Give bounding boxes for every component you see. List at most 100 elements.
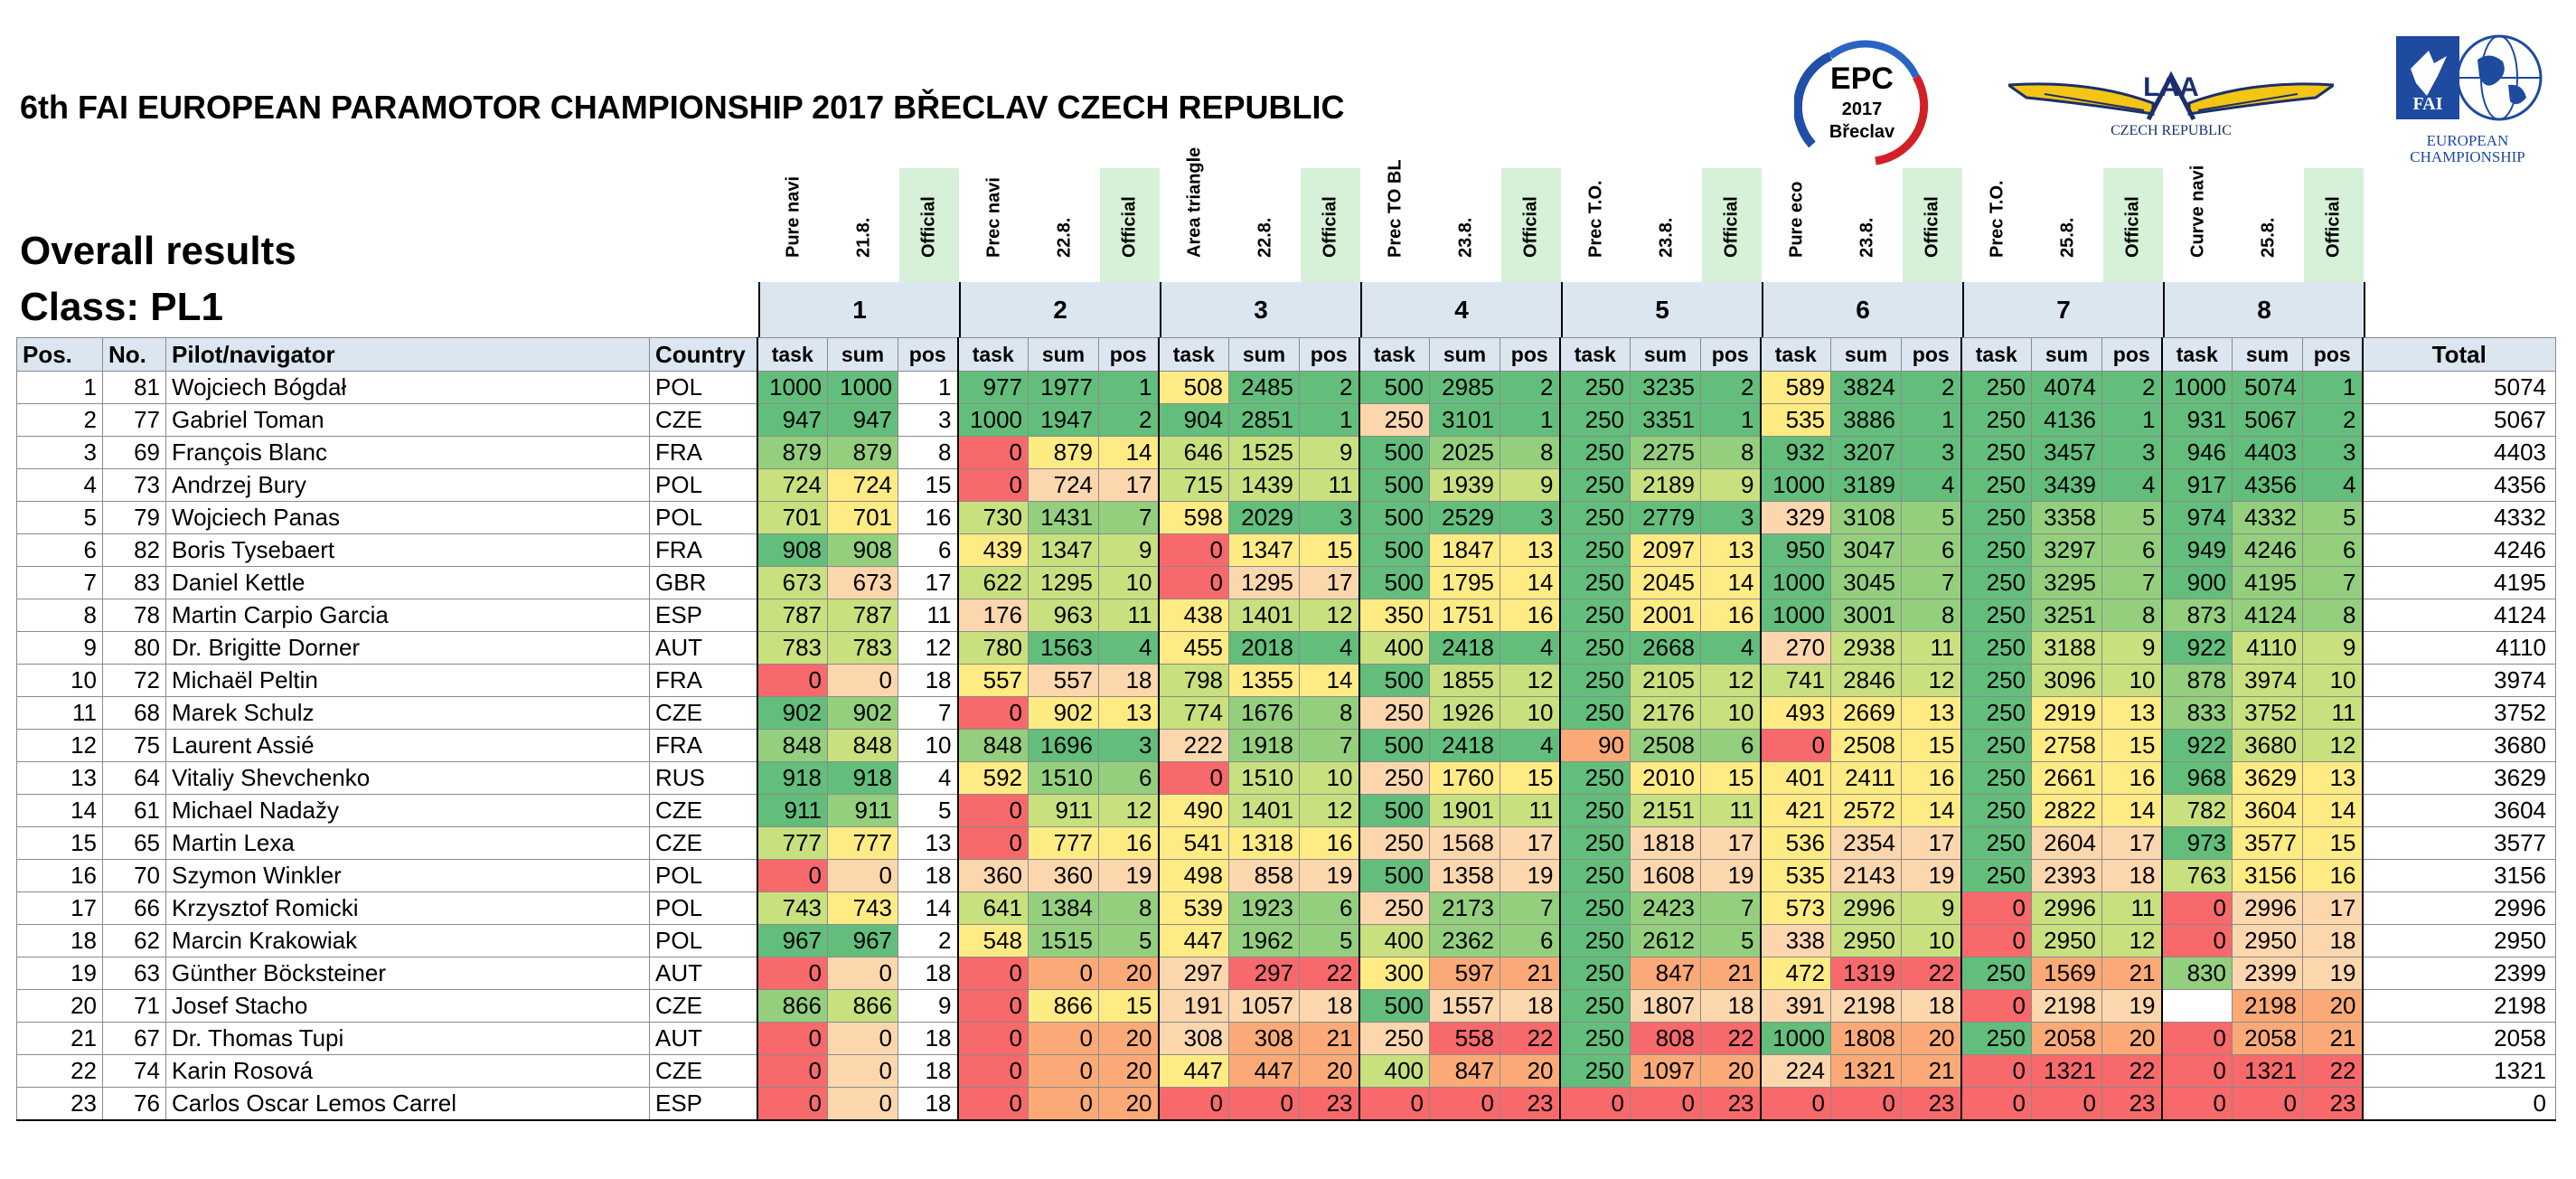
task-5-score-cell: 250 [1558,696,1631,730]
task-7-sum-cell: 4136 [2031,403,2102,437]
total-cell: 3629 [2361,761,2556,795]
task-4-score-cell: 500 [1358,533,1430,567]
task-1-score-cell: 848 [756,729,828,762]
country-cell: POL [649,501,757,534]
task-4-pos-cell: 19 [1500,859,1560,892]
task-1-name: Pure navi [758,168,829,282]
task-1-pos-cell: 10 [898,729,958,762]
pos-cell: 22 [16,1054,103,1088]
task-6-sum-cell: 2143 [1830,859,1902,892]
task-3-sum-cell: 1347 [1228,533,1300,567]
task-3-task-header: task [1157,337,1229,372]
task-2-score-cell: 0 [956,794,1029,827]
table-row: 1 81 Wojciech Bógdał POL 1000 1000 1 977 1977 1 50… [16,371,2556,404]
task-2-score-cell: 0 [956,1022,1029,1055]
task-5-pos-cell: 1 [1700,403,1761,437]
task-8-pos-cell: 1 [2302,371,2363,404]
task-6-sum-cell: 2950 [1830,924,1902,957]
task-8-score-cell: 1000 [2160,371,2233,404]
task-3-sum-cell: 1923 [1228,891,1300,925]
task-8-pos-cell: 15 [2302,826,2363,860]
task-4-pos-cell: 2 [1500,371,1560,404]
task-6-score-cell: 224 [1759,1054,1831,1088]
task-5-sum-cell: 2151 [1630,794,1701,827]
task-3-score-cell: 490 [1157,794,1229,827]
task-3-score-cell: 308 [1157,1022,1229,1055]
task-1-score-cell: 918 [756,761,828,795]
task-8-sum-cell: 4356 [2232,468,2303,502]
task-8-sum-cell: 1321 [2232,1054,2303,1088]
task-3-score-cell: 191 [1157,989,1229,1023]
task-7-pos-cell: 8 [2101,599,2162,632]
task-6-pos-cell: 15 [1901,729,1961,762]
task-4-score-cell: 250 [1358,696,1430,730]
table-row: 23 76 Carlos Oscar Lemos Carrel ESP 0 0 18 0 0 20… [16,1087,2556,1121]
col-no-header: No. [102,337,166,372]
task-1-sum-cell: 0 [827,957,898,990]
task-2-score-cell: 730 [956,501,1029,534]
task-6-sum-cell: 2572 [1830,794,1902,827]
task-2-pos-cell: 9 [1098,533,1159,567]
total-cell: 2399 [2361,957,2556,990]
task-1-status-label: Official [918,196,939,258]
total-cell: 2996 [2361,891,2556,925]
task-6-sum-cell: 3189 [1830,468,1902,502]
task-1-score-cell: 911 [756,794,828,827]
task-6-name-label: Pure eco [1786,181,1807,258]
task-4-pos-cell: 20 [1500,1054,1560,1088]
task-2-sum-cell: 1295 [1028,566,1099,599]
task-6-date-label: 23.8. [1857,217,1877,258]
fai-logo-letters: FAI [2412,94,2443,114]
task-8-status: Official [2304,168,2364,282]
pilot-cell: Marcin Krakowiak [165,924,650,957]
total-cell: 4195 [2361,566,2556,599]
task-1-pos-cell: 18 [898,1022,958,1055]
pos-cell: 10 [16,664,103,697]
task-8-sum-cell: 3604 [2232,794,2303,827]
task-4-pos-cell: 14 [1500,566,1560,599]
task-5-pos-cell: 4 [1700,631,1761,665]
task-5-pos-cell: 23 [1700,1087,1761,1121]
task-8-score-cell: 900 [2160,566,2233,599]
task-8-score-cell: 833 [2160,696,2233,730]
task-6-score-cell: 1000 [1759,1022,1831,1055]
task-6-sum-cell: 1321 [1830,1054,1902,1088]
task-7-sum-cell: 3439 [2031,468,2102,502]
task-4-sum-cell: 1901 [1429,794,1500,827]
task-3-score-cell: 539 [1157,891,1229,925]
pos-cell: 17 [16,891,103,925]
task-6-score-cell: 0 [1759,1087,1831,1121]
task-4-pos-cell: 6 [1500,924,1560,957]
task-2-score-cell: 848 [956,729,1029,762]
task-5-pos-cell: 12 [1700,664,1761,697]
task-3-score-cell: 508 [1157,371,1229,404]
total-cell: 4356 [2361,468,2556,502]
task-7-pos-cell: 5 [2101,501,2162,534]
task-2-score-cell: 548 [956,924,1029,957]
task-3-pos-cell: 17 [1299,566,1359,599]
task-5-pos-cell: 17 [1700,826,1761,860]
task-8-score-cell: 0 [2160,924,2233,957]
task-6-score-cell: 270 [1759,631,1831,665]
task-5-pos-cell: 10 [1700,696,1761,730]
task-2-pos-cell: 3 [1098,729,1159,762]
task-2-score-cell: 0 [956,957,1029,990]
task-7-score-cell: 250 [1960,436,2032,469]
task-7-sum-cell: 3096 [2031,664,2102,697]
country-cell: FRA [649,533,757,567]
task-5-sum-cell: 808 [1630,1022,1701,1055]
task-5-pos-cell: 3 [1700,501,1761,534]
pos-cell: 9 [16,631,103,665]
task-7-sum-cell: 4074 [2031,371,2102,404]
pilot-cell: Wojciech Bógdał [165,371,650,404]
task-6-sum-cell: 2938 [1830,631,1902,665]
task-5-score-cell: 0 [1558,1087,1631,1121]
task-3-pos-header: pos [1299,337,1359,372]
task-3-pos-cell: 18 [1299,989,1359,1023]
task-7-date-label: 25.8. [2057,217,2078,258]
task-2-sum-cell: 866 [1028,989,1099,1023]
task-1-sum-cell: 701 [827,501,898,534]
task-1-score-cell: 902 [756,696,828,730]
task-5-score-cell: 250 [1558,1054,1631,1088]
task-1-sum-cell: 0 [827,1054,898,1088]
